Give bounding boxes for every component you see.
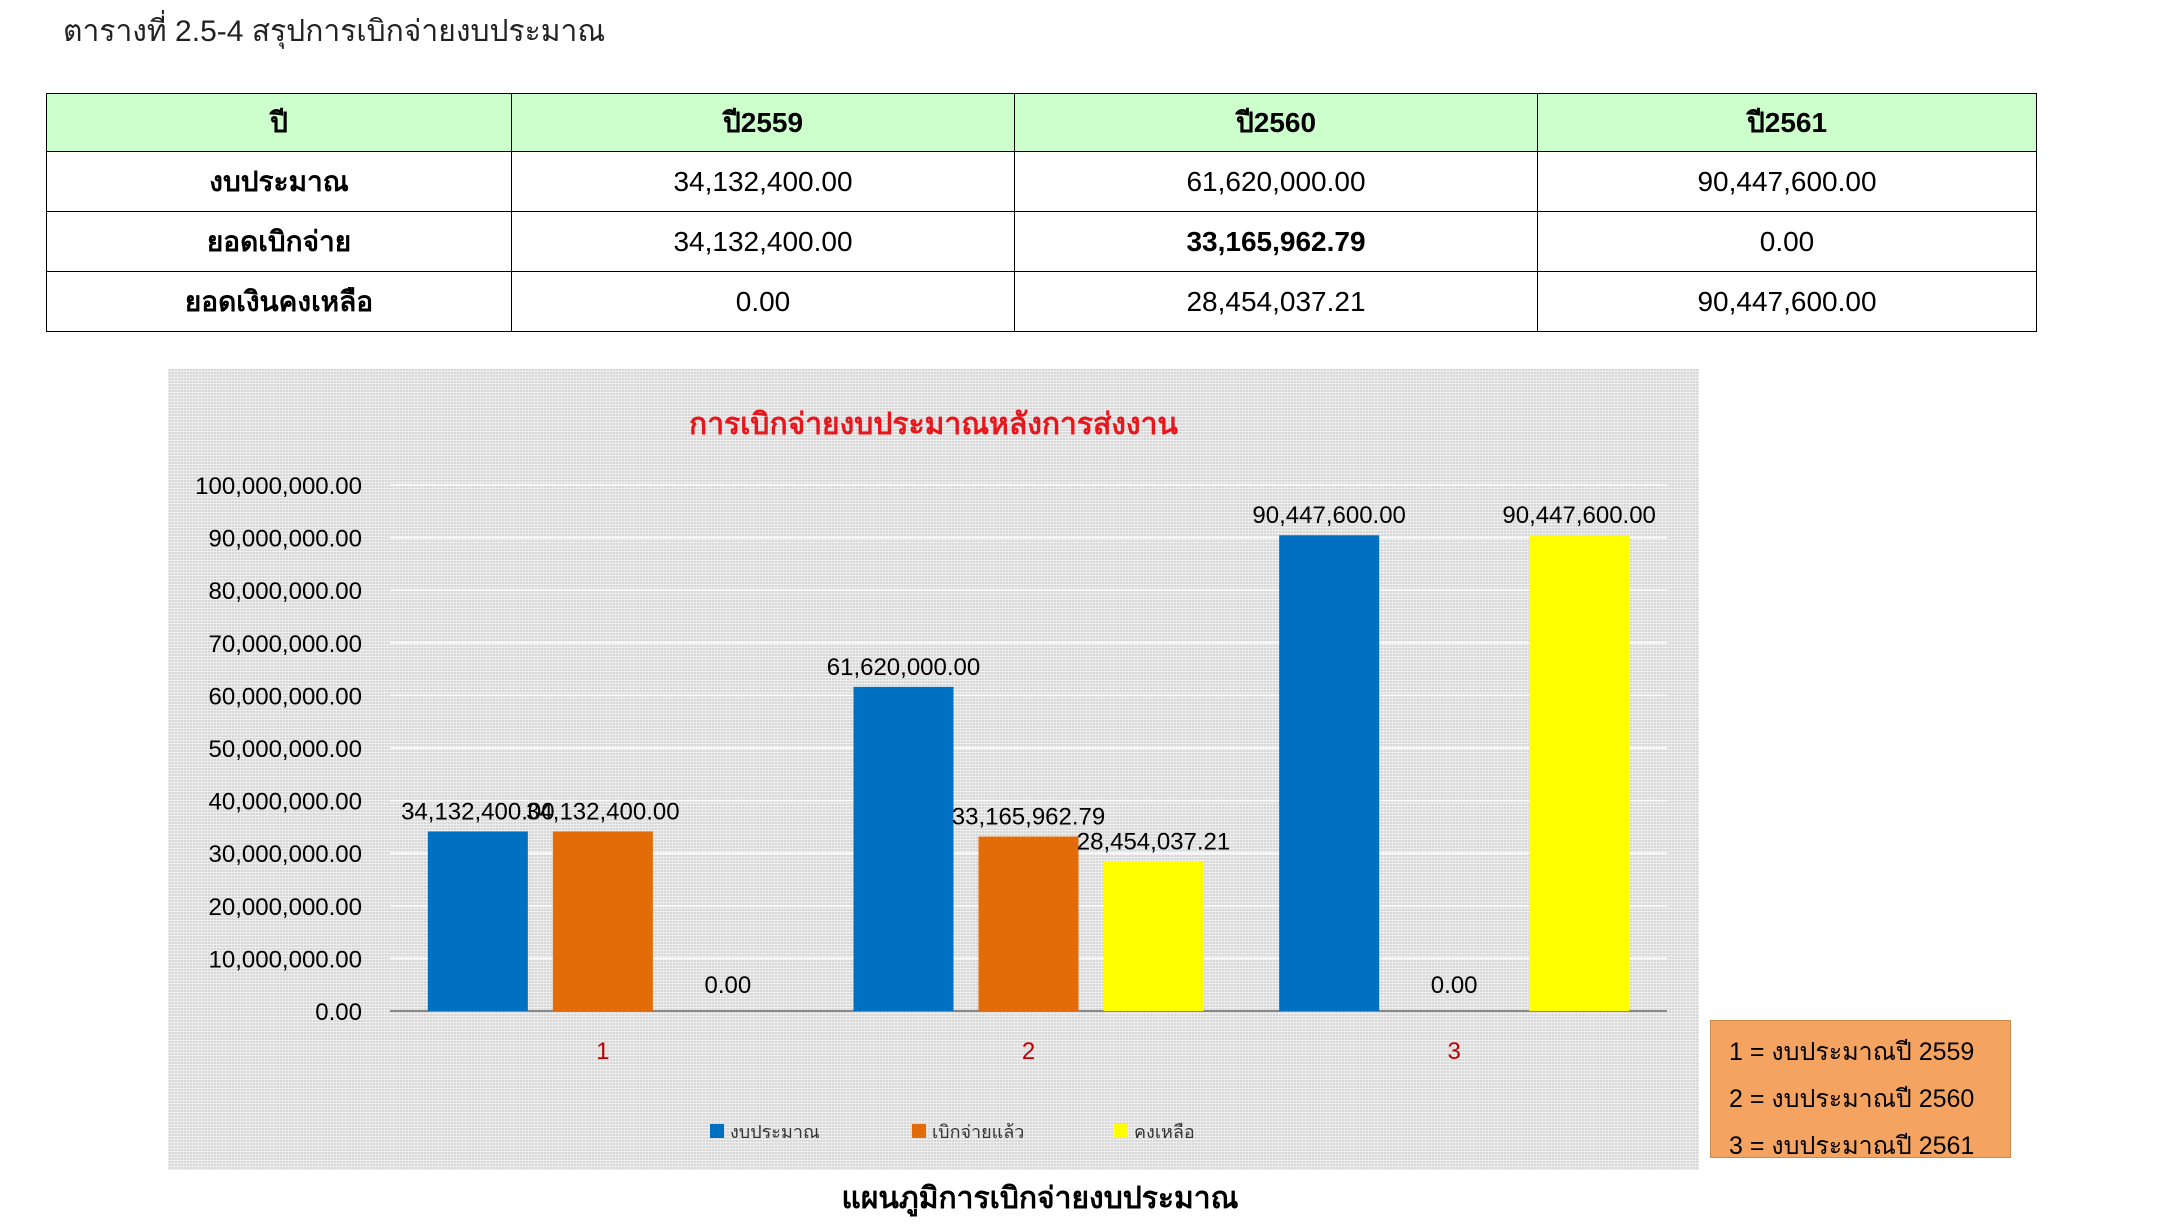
legend-swatch bbox=[710, 1124, 724, 1138]
y-tick-label: 90,000,000.00 bbox=[209, 526, 362, 553]
y-tick-label: 70,000,000.00 bbox=[209, 631, 362, 658]
legend-swatch bbox=[912, 1124, 926, 1138]
y-tick-label: 100,000,000.00 bbox=[195, 473, 362, 500]
budget-table: ปี ปี2559 ปี2560 ปี2561 งบประมาณ 34,132,… bbox=[46, 93, 2037, 332]
y-tick-label: 60,000,000.00 bbox=[209, 683, 362, 710]
table-cell: 61,620,000.00 bbox=[1014, 151, 1538, 212]
chart-canvas: 0.00 10,000,000.00 20,000,000.00 30,000,000… bbox=[195, 473, 1667, 1142]
data-label: 61,620,000.00 bbox=[827, 654, 980, 681]
bar bbox=[1529, 535, 1630, 1011]
bar bbox=[1279, 535, 1380, 1011]
legend-swatch bbox=[1114, 1124, 1128, 1138]
header-year: ปี bbox=[46, 93, 512, 152]
row-label: งบประมาณ bbox=[46, 151, 512, 212]
category-label: 2 bbox=[1022, 1038, 1035, 1065]
data-label: 0.00 bbox=[704, 972, 751, 999]
legend-label: คงเหลือ bbox=[1134, 1122, 1195, 1142]
table-row: ยอดเบิกจ่าย 34,132,400.00 33,165,962.79 … bbox=[46, 211, 2037, 272]
data-label: 28,454,037.21 bbox=[1077, 828, 1230, 855]
y-tick-label: 50,000,000.00 bbox=[209, 736, 362, 763]
table-row: ยอดเงินคงเหลือ 0.00 28,454,037.21 90,447… bbox=[46, 271, 2037, 332]
y-tick-label: 0.00 bbox=[315, 999, 362, 1026]
table-cell: 90,447,600.00 bbox=[1537, 271, 2037, 332]
table-cell: 28,454,037.21 bbox=[1014, 271, 1538, 332]
header-2560: ปี2560 bbox=[1014, 93, 1538, 152]
data-label: 0.00 bbox=[1431, 972, 1478, 999]
table-cell: 34,132,400.00 bbox=[511, 151, 1015, 212]
bar bbox=[427, 831, 528, 1011]
key-line: 2 = งบประมาณปี 2560 bbox=[1729, 1085, 1975, 1113]
table-cell: 0.00 bbox=[511, 271, 1015, 332]
document-title: ตารางที่ 2.5-4 สรุปการเบิกจ่ายงบประมาณ bbox=[63, 15, 606, 48]
header-2559: ปี2559 bbox=[511, 93, 1015, 152]
bar bbox=[853, 686, 954, 1011]
row-label: ยอดเบิกจ่าย bbox=[46, 211, 512, 272]
table-cell: 34,132,400.00 bbox=[511, 211, 1015, 272]
bar bbox=[1103, 861, 1204, 1011]
legend-label: เบิกจ่ายแล้ว bbox=[932, 1122, 1024, 1142]
table-row: งบประมาณ 34,132,400.00 61,620,000.00 90,… bbox=[46, 151, 2037, 212]
data-label: 34,132,400.00 bbox=[401, 798, 554, 825]
chart-caption: แผนภูมิการเบิกจ่ายงบประมาณ bbox=[841, 1182, 1239, 1215]
header-2561: ปี2561 bbox=[1537, 93, 2037, 152]
table-cell: 0.00 bbox=[1537, 211, 2037, 272]
y-tick-label: 30,000,000.00 bbox=[209, 841, 362, 868]
table-cell: 33,165,962.79 bbox=[1014, 211, 1538, 272]
row-label: ยอดเงินคงเหลือ bbox=[46, 271, 512, 332]
y-tick-label: 10,000,000.00 bbox=[209, 946, 362, 973]
y-tick-label: 40,000,000.00 bbox=[209, 789, 362, 816]
key-line: 3 = งบประมาณปี 2561 bbox=[1729, 1132, 1975, 1160]
data-label: 33,165,962.79 bbox=[952, 804, 1105, 831]
y-tick-label: 80,000,000.00 bbox=[209, 578, 362, 605]
chart-title: การเบิกจ่ายงบประมาณหลังการส่งงาน bbox=[689, 408, 1178, 441]
data-label: 90,447,600.00 bbox=[1502, 502, 1655, 529]
bar bbox=[978, 836, 1079, 1011]
category-label: 1 bbox=[596, 1038, 609, 1065]
category-label: 3 bbox=[1447, 1038, 1460, 1065]
legend-label: งบประมาณ bbox=[730, 1122, 820, 1142]
data-label: 90,447,600.00 bbox=[1252, 502, 1405, 529]
y-tick-label: 20,000,000.00 bbox=[209, 894, 362, 921]
table-cell: 90,447,600.00 bbox=[1537, 151, 2037, 212]
table-header-row: ปี ปี2559 ปี2560 ปี2561 bbox=[46, 93, 2037, 152]
bar bbox=[552, 831, 653, 1011]
key-line: 1 = งบประมาณปี 2559 bbox=[1729, 1038, 1975, 1066]
bar-chart: การเบิกจ่ายงบประมาณหลังการส่งงาน 0.00 10,… bbox=[168, 369, 1699, 1170]
data-label: 34,132,400.00 bbox=[526, 798, 679, 825]
category-key-box: 1 = งบประมาณปี 2559 2 = งบประมาณปี 2560 … bbox=[1710, 1020, 2011, 1160]
